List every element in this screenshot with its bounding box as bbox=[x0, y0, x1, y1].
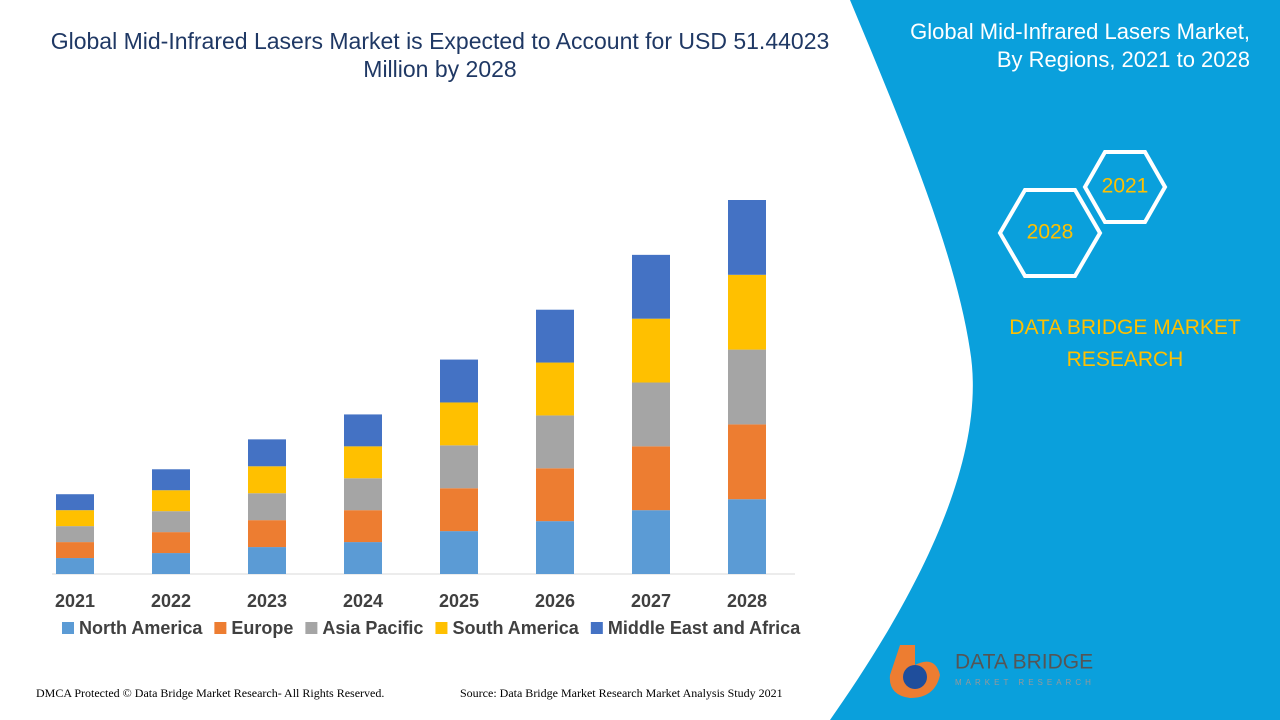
x-tick-label: 2021 bbox=[55, 591, 95, 611]
bar-segment bbox=[344, 446, 382, 479]
bar-segment bbox=[728, 424, 766, 500]
bar-segment bbox=[728, 499, 766, 574]
bar-segment bbox=[344, 478, 382, 511]
plot: 2021 2022 2023 2024 2025 2026 2027 2028 North Am… bbox=[55, 200, 801, 638]
bar-segment bbox=[440, 488, 478, 532]
legend-swatch bbox=[435, 622, 448, 634]
side-panel bbox=[830, 0, 1280, 720]
bar-segment bbox=[728, 274, 766, 350]
x-tick-label: 2025 bbox=[439, 591, 479, 611]
bar-segment bbox=[152, 490, 190, 512]
bar-segment bbox=[248, 466, 286, 494]
bar-segment bbox=[152, 511, 190, 533]
hexagon bbox=[1082, 150, 1168, 224]
bar-segment bbox=[56, 526, 94, 543]
legend-swatch bbox=[214, 622, 227, 634]
bar-segment bbox=[344, 414, 382, 447]
bar-segment bbox=[152, 469, 190, 491]
legend-swatch bbox=[62, 622, 74, 634]
bar-segment bbox=[440, 359, 478, 403]
logo-mark bbox=[903, 665, 927, 689]
bar-segment bbox=[56, 494, 94, 511]
brand: DATA BRIDGE MARKET RESEARCH bbox=[1009, 316, 1241, 371]
bar-segment bbox=[344, 542, 382, 574]
bar-segment bbox=[728, 200, 766, 275]
bar-segment bbox=[632, 254, 670, 319]
chart-title: Global Mid-Infrared Lasers Market is Exp… bbox=[50, 28, 830, 82]
logo-tagline: MARKET RESEARCH bbox=[955, 678, 1095, 687]
bar-segment bbox=[632, 318, 670, 383]
footer-right: Source: Data Bridge Market Research Mark… bbox=[460, 686, 783, 700]
bar-segment bbox=[152, 532, 190, 554]
bar-segment bbox=[632, 382, 670, 447]
legend-label: Asia Pacific bbox=[322, 618, 423, 638]
bar-segment bbox=[536, 362, 574, 416]
x-tick-label: 2027 bbox=[631, 591, 671, 611]
bar-segment bbox=[536, 415, 574, 469]
bar-segment bbox=[536, 521, 574, 574]
bar-segment bbox=[56, 558, 94, 574]
legend-label: North America bbox=[79, 618, 203, 638]
bar-segment bbox=[248, 520, 286, 548]
bar-segment bbox=[152, 553, 190, 574]
bar-segment bbox=[728, 349, 766, 425]
legend-swatch bbox=[590, 622, 603, 634]
bar-segment bbox=[536, 468, 574, 522]
bar-segment bbox=[536, 309, 574, 363]
legend-label: South America bbox=[452, 618, 579, 638]
x-tick-label: 2024 bbox=[343, 591, 383, 611]
panel-title: Global Mid-Infrared Lasers Market, By Re… bbox=[910, 19, 1250, 72]
bar-segment bbox=[344, 510, 382, 543]
logo-name: DATA BRIDGE bbox=[955, 651, 1093, 674]
bar-segment bbox=[56, 510, 94, 527]
hexagon bbox=[997, 188, 1103, 278]
x-tick-label: 2028 bbox=[727, 591, 767, 611]
legend-label: Europe bbox=[231, 618, 293, 638]
bar-segment bbox=[440, 445, 478, 489]
bar-segment bbox=[632, 510, 670, 574]
legend-label: Middle East and Africa bbox=[608, 618, 801, 638]
bar-segment bbox=[248, 439, 286, 467]
legend-swatch bbox=[305, 622, 318, 634]
bar-segment bbox=[248, 493, 286, 521]
footer-left: DMCA Protected © Data Bridge Market Rese… bbox=[36, 686, 385, 700]
x-tick-label: 2022 bbox=[151, 591, 191, 611]
bar-segment bbox=[56, 542, 94, 559]
hexagon-label: 2028 bbox=[1027, 221, 1074, 244]
hexagon-label: 2021 bbox=[1102, 175, 1149, 198]
x-tick-label: 2026 bbox=[535, 591, 575, 611]
bar-segment bbox=[440, 402, 478, 446]
x-tick-label: 2023 bbox=[247, 591, 287, 611]
bar-segment bbox=[248, 547, 286, 574]
bar-segment bbox=[440, 531, 478, 574]
bar-segment bbox=[632, 446, 670, 511]
